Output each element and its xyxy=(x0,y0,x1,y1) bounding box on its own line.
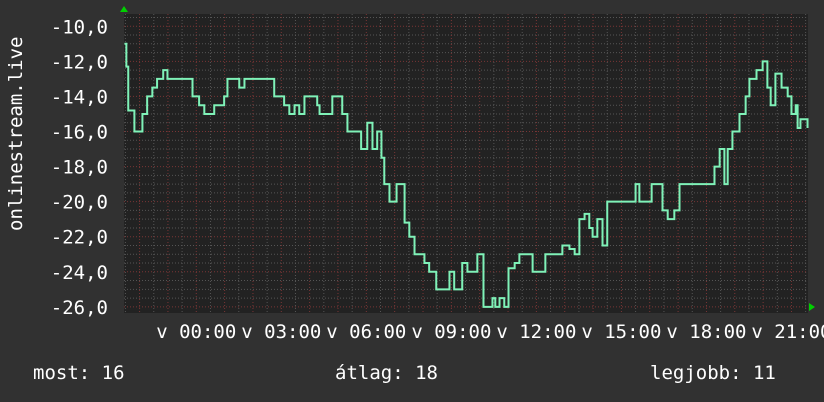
legend-max: legjobb: 11 xyxy=(650,362,776,384)
x-tick-label: v 15:00 xyxy=(581,321,661,343)
x-tick-label: v 12:00 xyxy=(496,321,576,343)
legend-current: most: 16 xyxy=(33,362,125,384)
y-axis-arrow-icon xyxy=(120,6,128,12)
data-line xyxy=(124,42,809,308)
x-tick-label: v 06:00 xyxy=(326,321,406,343)
y-axis-label: onlinestream.live xyxy=(5,36,27,231)
x-tick-label: v 21:00 xyxy=(751,321,824,343)
x-tick-label: v 18:00 xyxy=(666,321,746,343)
y-tick-label: -20,0 xyxy=(51,192,108,214)
plot-area xyxy=(124,14,808,313)
y-tick-label: -10,0 xyxy=(51,16,108,38)
y-tick-label: -18,0 xyxy=(51,157,108,179)
y-tick-label: -12,0 xyxy=(51,51,108,73)
x-tick-label: v 03:00 xyxy=(241,321,321,343)
y-tick-label: -16,0 xyxy=(51,121,108,143)
y-tick-label: -22,0 xyxy=(51,227,108,249)
x-axis-arrow-icon xyxy=(809,303,815,311)
y-tick-label: -14,0 xyxy=(51,86,108,108)
y-tick-label: -24,0 xyxy=(51,262,108,284)
y-tick-label: -26,0 xyxy=(51,297,108,319)
x-tick-label: v 00:00 xyxy=(156,321,236,343)
legend-average: átlag: 18 xyxy=(335,362,438,384)
x-tick-label: v 09:00 xyxy=(411,321,491,343)
